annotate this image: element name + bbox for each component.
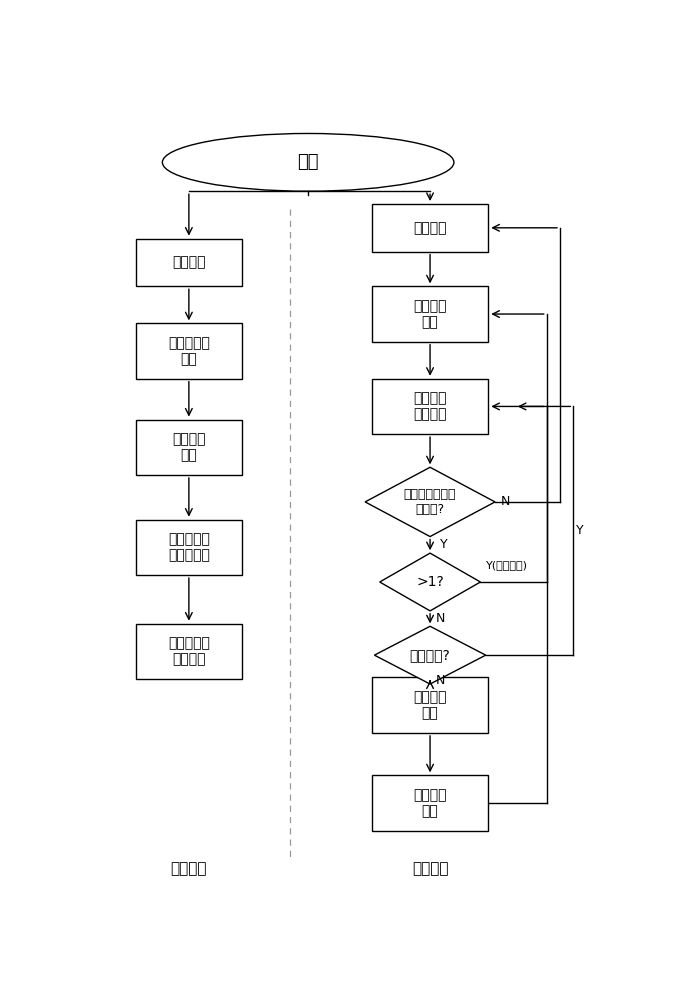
FancyBboxPatch shape	[136, 520, 242, 575]
FancyBboxPatch shape	[372, 677, 488, 733]
Text: Y: Y	[576, 524, 583, 537]
FancyBboxPatch shape	[372, 204, 488, 252]
Text: 主摄像头: 主摄像头	[412, 861, 448, 876]
Text: Y: Y	[440, 538, 447, 551]
Text: Y(两人站起): Y(两人站起)	[486, 560, 528, 570]
Text: 定位录制
模式: 定位录制 模式	[413, 788, 447, 818]
Text: 向主摄像头
传递信息: 向主摄像头 传递信息	[168, 636, 210, 666]
FancyBboxPatch shape	[372, 379, 488, 434]
Text: 图像采集: 图像采集	[413, 221, 447, 235]
Text: N: N	[436, 612, 445, 625]
FancyBboxPatch shape	[136, 624, 242, 679]
Text: 开始: 开始	[298, 153, 319, 171]
Polygon shape	[380, 553, 480, 611]
Text: 无人站起?: 无人站起?	[410, 648, 451, 662]
Text: 保持当前
录制模式: 保持当前 录制模式	[413, 391, 447, 422]
Text: 图像采集: 图像采集	[172, 255, 206, 269]
FancyBboxPatch shape	[372, 286, 488, 342]
FancyBboxPatch shape	[136, 323, 242, 379]
Text: 提取学生站
起坐下信息: 提取学生站 起坐下信息	[168, 532, 210, 562]
Text: N: N	[500, 495, 510, 508]
Text: 全景录制
模式: 全景录制 模式	[413, 299, 447, 329]
Text: 从摄像头: 从摄像头	[170, 861, 207, 876]
Text: 是否收到从摄像
头信息?: 是否收到从摄像 头信息?	[404, 488, 456, 516]
Text: 运动目标
检测: 运动目标 检测	[172, 432, 206, 462]
Polygon shape	[365, 467, 495, 537]
Text: 运动目标
检测: 运动目标 检测	[413, 690, 447, 720]
Text: >1?: >1?	[416, 575, 444, 589]
FancyBboxPatch shape	[372, 775, 488, 831]
FancyBboxPatch shape	[136, 239, 242, 286]
Polygon shape	[374, 626, 486, 684]
FancyBboxPatch shape	[136, 420, 242, 475]
Text: 生成感兴趣
区域: 生成感兴趣 区域	[168, 336, 210, 366]
Text: N: N	[436, 674, 445, 687]
